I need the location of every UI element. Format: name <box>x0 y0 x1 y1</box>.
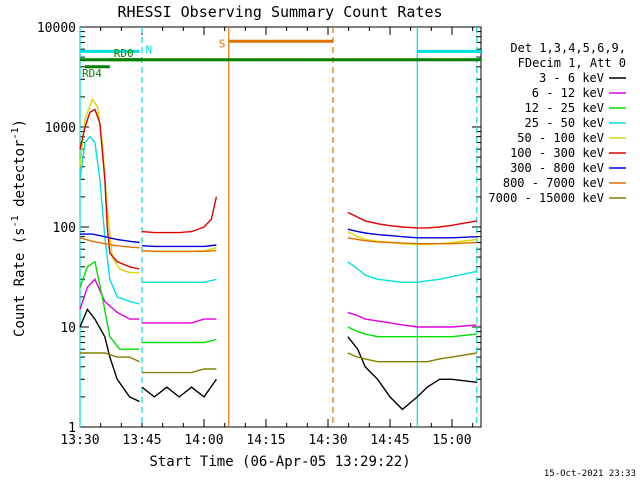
series-line <box>79 135 140 305</box>
series-lines <box>79 97 477 411</box>
legend-entry-label: 3 - 6 keV <box>539 71 604 85</box>
series-line <box>141 250 217 253</box>
series-line <box>347 261 477 283</box>
x-tick-label: 13:30 <box>60 433 99 448</box>
series-line <box>347 228 477 239</box>
x-tick-label: 14:00 <box>184 433 223 448</box>
series-line <box>347 336 477 411</box>
series-line <box>142 318 217 324</box>
legend-entry-label: 100 - 300 keV <box>510 146 604 160</box>
series-line <box>142 368 217 374</box>
x-axis-label: Start Time (06-Apr-05 13:29:22) <box>149 454 410 470</box>
x-tick-label: 15:00 <box>432 433 471 448</box>
series-line <box>347 352 477 363</box>
series-line <box>142 278 217 283</box>
series-line <box>347 211 477 229</box>
series-line <box>80 352 140 363</box>
y-tick-label: 100 <box>53 221 76 236</box>
series-line <box>141 196 218 234</box>
y-axis-label-main: Count Rate (s <box>12 227 28 337</box>
y-tick-label: 10000 <box>37 21 76 36</box>
x-tick-label: 14:15 <box>246 433 285 448</box>
series-line <box>347 326 477 338</box>
legend-entry-label: 6 - 12 keV <box>532 86 604 100</box>
attenuator-label: RD4 <box>82 67 102 80</box>
plot-area: N S RD4 RD0 <box>79 26 482 428</box>
legend-entry-label: 7000 - 15000 keV <box>488 191 604 205</box>
y-tick-labels: 1 10 100 1000 10000 <box>37 21 76 436</box>
chart-title: RHESSI Observing Summary Count Rates <box>117 3 442 21</box>
x-tick-label: 14:30 <box>308 433 347 448</box>
footer-timestamp: 15-Oct-2021 23:33 <box>544 469 636 479</box>
series-line <box>80 233 140 244</box>
instrument-markers: N S RD4 RD0 <box>79 27 481 427</box>
x-tick-label: 13:45 <box>122 433 161 448</box>
series-line <box>79 237 140 249</box>
legend-entry-label: 12 - 25 keV <box>525 101 604 115</box>
y-tick-label: 1000 <box>45 121 76 136</box>
x-tick-label: 14:45 <box>370 433 409 448</box>
y-axis-label: Count Rate (s-1 detector-1) <box>10 119 28 337</box>
series-line <box>79 260 140 350</box>
legend-entry-label: 800 - 7000 keV <box>503 176 604 190</box>
series-line <box>142 338 217 344</box>
legend: Det 1,3,4,5,6,9,FDecim 1, Att 03 - 6 keV… <box>488 41 626 205</box>
attenuator-label: RD0 <box>114 47 134 60</box>
legend-entry-label: 25 - 50 keV <box>525 116 604 130</box>
legend-header: FDecim 1, Att 0 <box>518 56 626 70</box>
series-line <box>141 378 217 398</box>
series-line <box>141 244 217 248</box>
y-axis-label-sup1: -1 <box>10 215 21 227</box>
legend-header: Det 1,3,4,5,6,9, <box>510 41 626 55</box>
x-tick-labels: 13:30 13:45 14:00 14:15 14:30 14:45 15:00 <box>60 433 471 448</box>
series-line <box>79 308 140 403</box>
marker-flag-label: N <box>146 43 153 56</box>
series-line <box>79 108 140 270</box>
y-tick-label: 10 <box>60 321 76 336</box>
y-axis-label-sup2: -1 <box>10 127 21 139</box>
marker-flag-label: S <box>219 37 226 50</box>
y-tick-label: 1 <box>68 421 76 436</box>
y-axis-label-mid: detector <box>12 140 28 216</box>
legend-entry-label: 300 - 800 keV <box>510 161 604 175</box>
series-line <box>347 311 477 328</box>
y-axis-label-end: ) <box>12 119 28 127</box>
series-line <box>347 237 477 245</box>
legend-entry-label: 50 - 100 keV <box>517 131 604 145</box>
series-line <box>79 278 140 320</box>
